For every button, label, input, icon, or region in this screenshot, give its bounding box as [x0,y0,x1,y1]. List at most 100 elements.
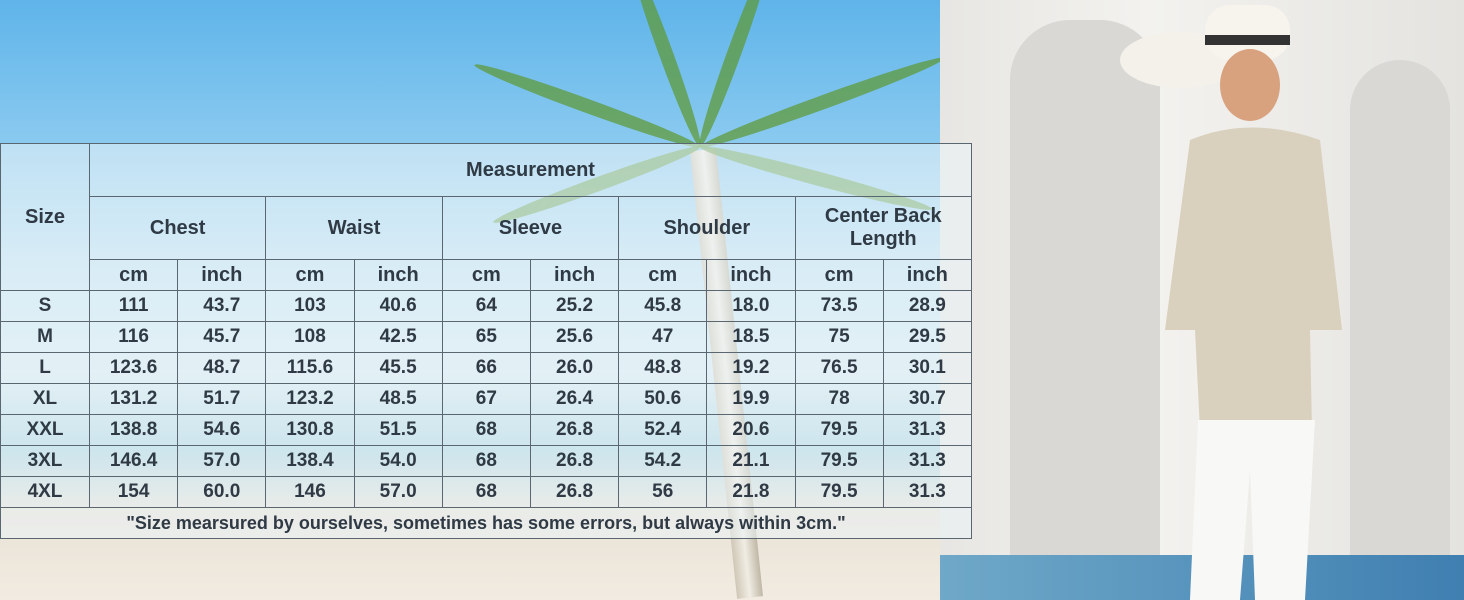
size-cell: 3XL [0,445,90,477]
size-cell: 4XL [0,476,90,508]
table-row: M 116 45.7 108 42.5 65 25.6 47 18.5 75 29.5 [0,321,973,353]
unit-header: inch [706,259,796,291]
value-cell: 78 [794,383,884,415]
value-cell: 19.9 [706,383,796,415]
arch [1010,20,1160,560]
value-cell: 123.2 [265,383,355,415]
value-cell: 26.8 [529,476,620,508]
value-cell: 45.5 [353,352,443,384]
value-cell: 54.0 [353,445,443,477]
value-cell: 47 [618,321,708,353]
value-cell: 42.5 [353,321,443,353]
value-cell: 123.6 [88,352,179,384]
value-cell: 20.6 [706,414,796,446]
value-cell: 21.8 [706,476,796,508]
value-cell: 19.2 [706,352,796,384]
value-cell: 60.0 [177,476,267,508]
size-cell: M [0,321,90,353]
arch [1350,60,1450,560]
group-header-sleeve: Sleeve [441,196,620,260]
value-cell: 54.6 [177,414,267,446]
value-cell: 29.5 [882,321,973,353]
value-cell: 66 [441,352,531,384]
value-cell: 73.5 [794,290,884,322]
unit-header: inch [177,259,267,291]
value-cell: 48.5 [353,383,443,415]
value-cell: 25.6 [529,321,620,353]
value-cell: 68 [441,445,531,477]
table-row: XL 131.2 51.7 123.2 48.5 67 26.4 50.6 19.9 78 30.7 [0,383,973,415]
value-cell: 116 [88,321,179,353]
value-cell: 25.2 [529,290,620,322]
value-cell: 26.4 [529,383,620,415]
value-cell: 68 [441,414,531,446]
value-cell: 108 [265,321,355,353]
value-cell: 26.0 [529,352,620,384]
unit-header: inch [529,259,620,291]
value-cell: 45.8 [618,290,708,322]
model-photo [1120,5,1342,600]
value-cell: 146.4 [88,445,179,477]
table-row: 4XL 154 60.0 146 57.0 68 26.8 56 21.8 79.5 31.3 [0,476,973,508]
value-cell: 31.3 [882,414,973,446]
value-cell: 21.1 [706,445,796,477]
value-cell: 26.8 [529,445,620,477]
value-cell: 51.7 [177,383,267,415]
value-cell: 48.8 [618,352,708,384]
value-cell: 103 [265,290,355,322]
size-cell: XXL [0,414,90,446]
value-cell: 64 [441,290,531,322]
value-cell: 28.9 [882,290,973,322]
value-cell: 51.5 [353,414,443,446]
value-cell: 79.5 [794,476,884,508]
group-header-chest: Chest [88,196,267,260]
unit-header: inch [353,259,443,291]
unit-header: cm [88,259,179,291]
size-chart-table: Size Measurement Chest Waist Sleeve Shoulde… [0,143,973,539]
value-cell: 65 [441,321,531,353]
size-cell: XL [0,383,90,415]
value-cell: 52.4 [618,414,708,446]
value-cell: 45.7 [177,321,267,353]
value-cell: 154 [88,476,179,508]
value-cell: 130.8 [265,414,355,446]
value-cell: 79.5 [794,414,884,446]
value-cell: 111 [88,290,179,322]
value-cell: 56 [618,476,708,508]
value-cell: 138.8 [88,414,179,446]
group-header-shoulder: Shoulder [618,196,796,260]
group-header-center-back-length: Center Back Length [794,196,972,260]
value-cell: 57.0 [177,445,267,477]
value-cell: 31.3 [882,476,973,508]
value-cell: 31.3 [882,445,973,477]
value-cell: 18.0 [706,290,796,322]
unit-header: cm [794,259,884,291]
value-cell: 18.5 [706,321,796,353]
value-cell: 67 [441,383,531,415]
table-row: L 123.6 48.7 115.6 45.5 66 26.0 48.8 19.2 76.5 30.… [0,352,973,384]
size-cell: L [0,352,90,384]
group-header-waist: Waist [265,196,443,260]
value-cell: 146 [265,476,355,508]
value-cell: 115.6 [265,352,355,384]
unit-header: cm [618,259,708,291]
unit-header: inch [882,259,973,291]
table-row: XXL 138.8 54.6 130.8 51.5 68 26.8 52.4 20.6 79.5 3… [0,414,973,446]
value-cell: 26.8 [529,414,620,446]
value-cell: 50.6 [618,383,708,415]
measurement-note: "Size mearsured by ourselves, sometimes … [0,507,972,539]
value-cell: 30.1 [882,352,973,384]
value-cell: 75 [794,321,884,353]
value-cell: 57.0 [353,476,443,508]
value-cell: 48.7 [177,352,267,384]
table-row: S 111 43.7 103 40.6 64 25.2 45.8 18.0 73.5 28.9 [0,290,973,322]
unit-header: cm [265,259,355,291]
value-cell: 68 [441,476,531,508]
value-cell: 79.5 [794,445,884,477]
unit-header: cm [441,259,531,291]
table-row: 3XL 146.4 57.0 138.4 54.0 68 26.8 54.2 21.1 79.5 3… [0,445,973,477]
size-cell: S [0,290,90,322]
value-cell: 76.5 [794,352,884,384]
value-cell: 40.6 [353,290,443,322]
measurement-header: Measurement [89,143,972,197]
